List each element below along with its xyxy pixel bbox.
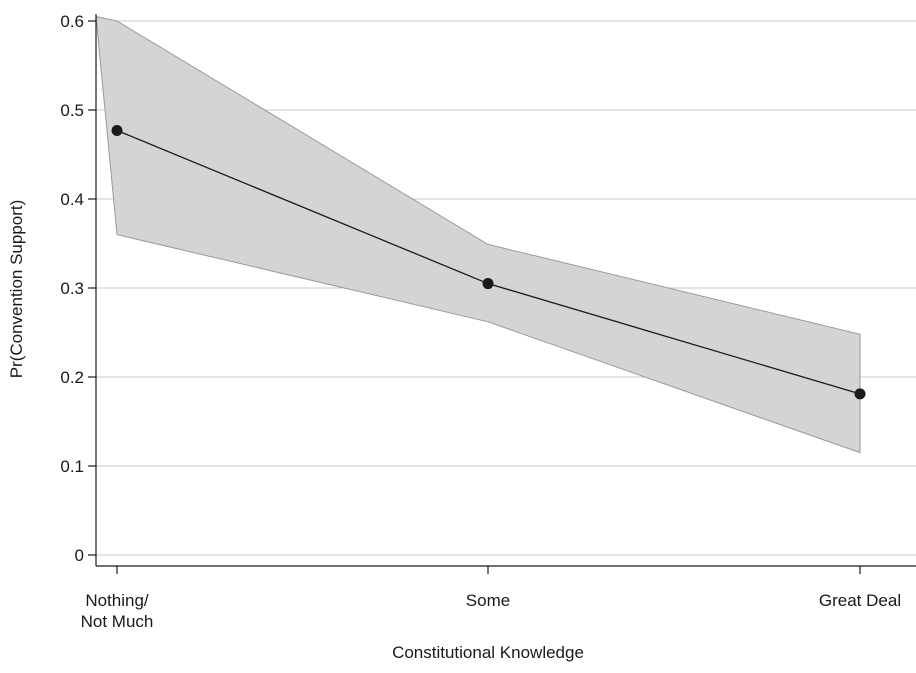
confidence-band — [95, 15, 861, 454]
y-tick-label: 0.2 — [60, 368, 84, 387]
data-point — [111, 124, 123, 136]
data-markers — [111, 124, 866, 400]
x-tick-label: Great Deal — [819, 591, 901, 610]
axes — [88, 14, 916, 574]
x-tick-label: Nothing/Not Much — [81, 591, 154, 631]
y-tick-labels: 0 0.1 0.2 0.3 0.4 0.5 0.6 — [60, 12, 84, 565]
y-tick-label: 0 — [75, 546, 84, 565]
x-axis-title: Constitutional Knowledge — [392, 643, 584, 662]
y-tick-label: 0.4 — [60, 190, 84, 209]
x-tick-label: Some — [466, 591, 510, 610]
y-tick-label: 0.5 — [60, 101, 84, 120]
y-tick-label: 0.3 — [60, 279, 84, 298]
y-tick-label: 0.6 — [60, 12, 84, 31]
confidence-band-layer — [95, 15, 861, 454]
data-point — [854, 388, 866, 400]
data-point — [482, 278, 494, 290]
x-tick-labels: Nothing/Not Much Some Great Deal — [81, 591, 901, 631]
y-axis-title: Pr(Convention Support) — [7, 200, 26, 379]
y-tick-label: 0.1 — [60, 457, 84, 476]
